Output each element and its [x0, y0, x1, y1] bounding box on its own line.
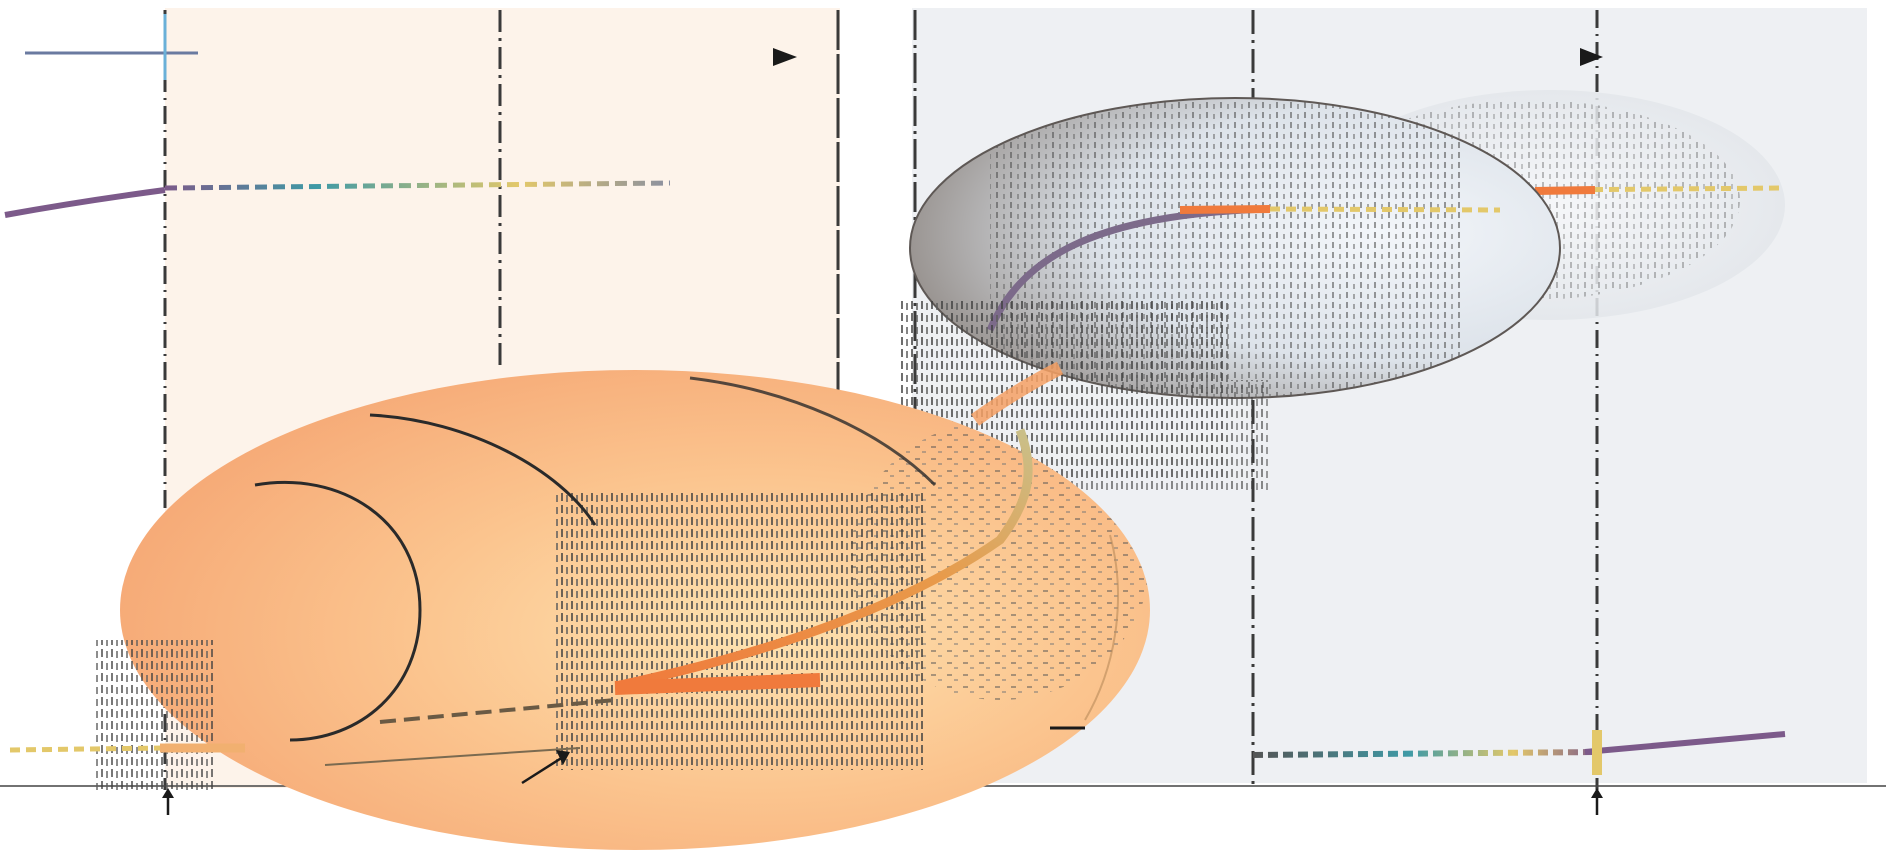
inner-ring-right: [689, 376, 937, 487]
bottom-right-path: [1252, 730, 1786, 775]
colored-arc: [619, 428, 1033, 690]
highlight-stripe: [614, 673, 821, 695]
arrowhead-right-panel: [1580, 48, 1603, 66]
cross-marker: [25, 14, 198, 80]
inner-ring-top: [369, 413, 597, 526]
up-arrow-left: [162, 788, 174, 815]
orange-sphere: [120, 370, 1150, 850]
top-gradient-path: [4, 180, 671, 218]
front-dashed-line: [379, 698, 616, 724]
sphere-side-edge: [1084, 534, 1119, 721]
front-lower-line: [324, 747, 581, 766]
connector-stripe: [970, 361, 1064, 426]
inner-ring-left: [254, 480, 422, 742]
diagonal-arrow: [521, 750, 570, 785]
arrowhead-left-panel: [773, 48, 797, 66]
up-arrow-right: [1591, 788, 1603, 815]
bottom-left-path: [9, 743, 245, 753]
dash-cloud-orange: [95, 640, 215, 790]
